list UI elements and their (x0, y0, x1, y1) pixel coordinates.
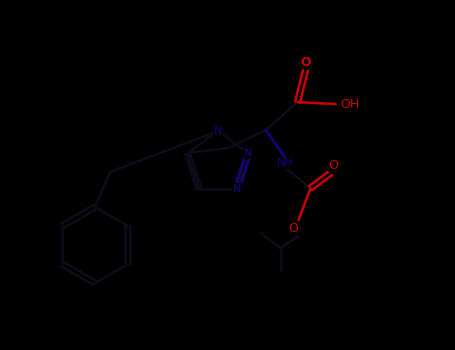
Text: O: O (329, 159, 339, 172)
Text: N: N (214, 126, 222, 136)
Text: O: O (300, 56, 311, 69)
Text: N: N (233, 184, 241, 194)
Text: NH: NH (277, 158, 294, 168)
Text: OH: OH (340, 98, 359, 111)
Text: N: N (244, 148, 253, 158)
Text: O: O (288, 222, 298, 235)
